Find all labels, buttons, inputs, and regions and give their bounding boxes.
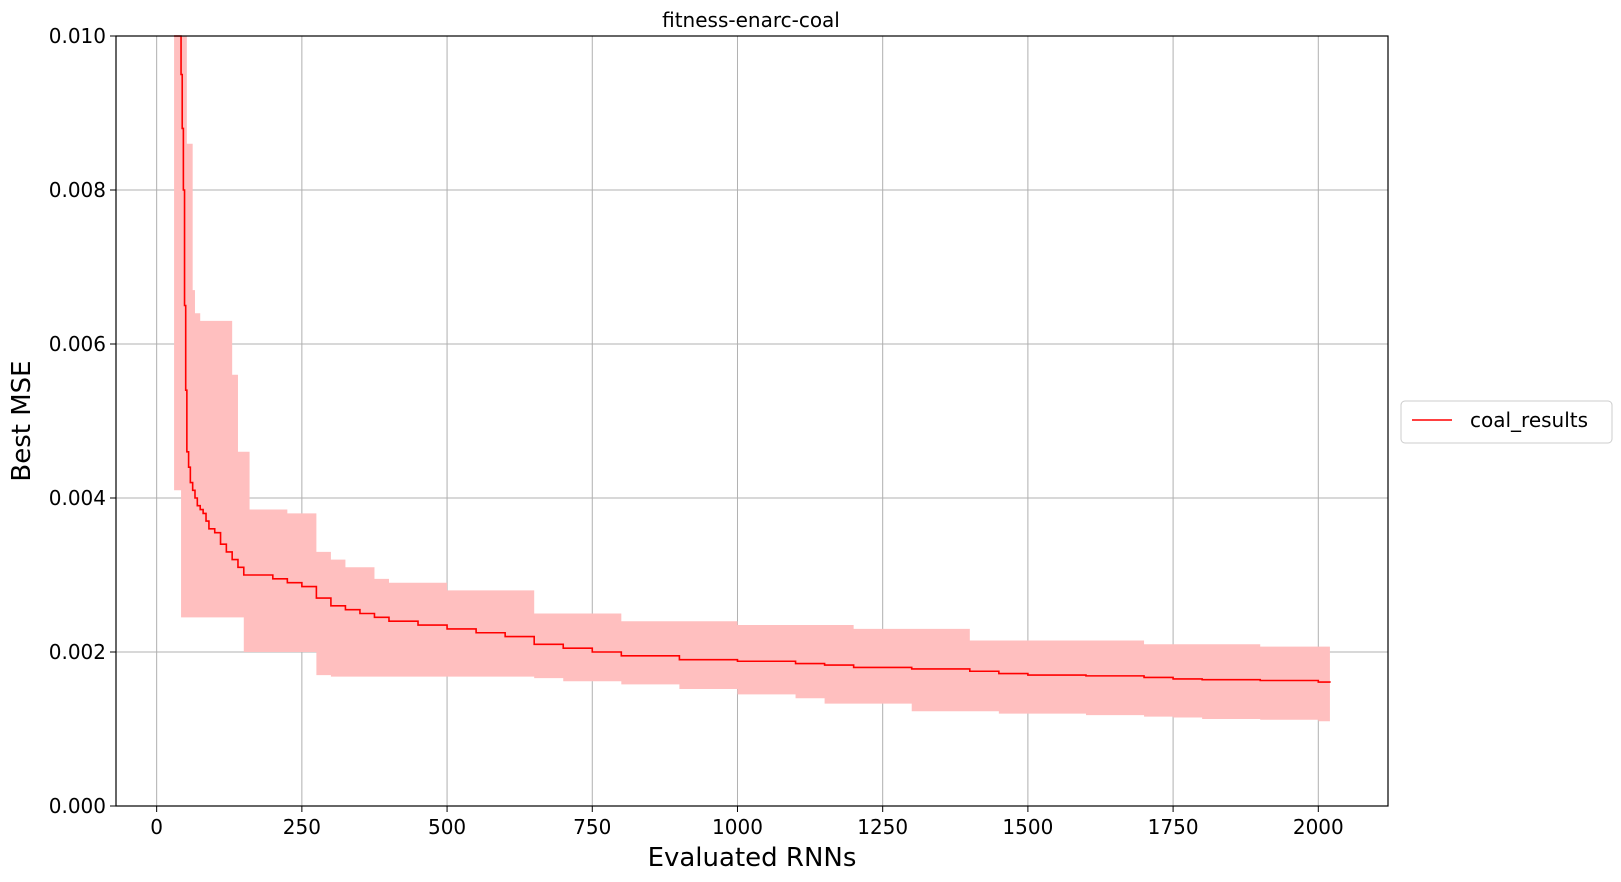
x-tick-label: 1250	[857, 815, 908, 839]
y-axis-title: Best MSE	[7, 360, 37, 481]
y-tick-label: 0.004	[49, 486, 106, 510]
plot-area-frame	[115, 35, 1389, 807]
x-axis-title: Evaluated RNNs	[648, 843, 857, 873]
x-tick-label: 250	[283, 815, 321, 839]
series-line-layer	[174, 35, 1331, 683]
y-tick-label: 0.008	[49, 178, 106, 202]
y-axis-ticks: 0.000 0.002 0.004 0.006 0.008 0.010	[49, 24, 116, 818]
confidence-band	[174, 36, 1330, 722]
y-tick-label: 0.006	[49, 332, 106, 356]
x-tick-label: 500	[428, 815, 466, 839]
x-tick-label: 750	[573, 815, 611, 839]
confidence-band-layer	[174, 36, 1330, 722]
chart-title: fitness-enarc-coal	[662, 8, 840, 32]
x-tick-label: 2000	[1293, 815, 1344, 839]
x-tick-label: 0	[150, 815, 163, 839]
x-tick-label: 1500	[1002, 815, 1053, 839]
legend-label-coal-results: coal_results	[1470, 408, 1588, 432]
legend-box	[1400, 400, 1613, 444]
y-tick-label: 0.002	[49, 640, 106, 664]
x-tick-label: 1000	[712, 815, 763, 839]
y-tick-label: 0.010	[49, 24, 106, 48]
x-tick-label: 1750	[1148, 815, 1199, 839]
legend: coal_results	[1400, 400, 1613, 444]
y-tick-label: 0.000	[49, 794, 106, 818]
series-line-coal-results	[174, 35, 1331, 683]
x-axis-ticks: 0 250 500 750 1000 1250 1500 1750 2000	[150, 806, 1344, 839]
